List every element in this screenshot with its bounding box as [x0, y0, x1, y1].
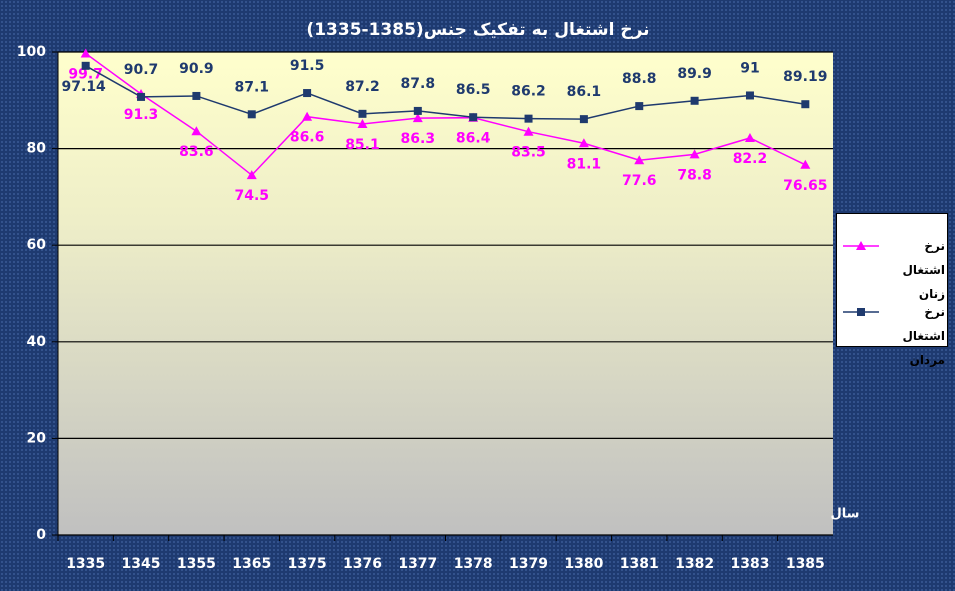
marker: [744, 132, 755, 142]
marker: [857, 308, 865, 316]
marker: [634, 155, 645, 165]
series-line: [85, 65, 806, 120]
data-label: 83.6: [179, 144, 214, 160]
marker: [856, 241, 866, 250]
x-tick-label: 1377: [398, 556, 437, 572]
x-tick-label: 1379: [509, 556, 548, 572]
marker: [358, 109, 367, 118]
data-label: 86.3: [401, 131, 436, 147]
legend: نرخ اشتغال زنان نرخ اشتغال مردان: [836, 213, 948, 367]
series-line: [85, 52, 806, 177]
data-label: 78.8: [677, 167, 712, 183]
data-label: 81.1: [567, 156, 602, 172]
data-label: 87.2: [345, 79, 380, 95]
y-tick-label: 0: [36, 527, 46, 543]
data-label: 86.5: [456, 82, 491, 98]
marker: [745, 91, 754, 100]
y-tick-label: 40: [27, 334, 47, 350]
data-label: 88.8: [622, 71, 657, 87]
data-label: 91.5: [290, 58, 325, 74]
marker: [192, 91, 201, 100]
legend-entry: نرخ اشتغال مردان: [841, 292, 945, 367]
data-label: 77.6: [622, 173, 657, 189]
data-label: 86.6: [290, 130, 325, 146]
x-tick-label: 1376: [343, 556, 382, 572]
y-tick-label: 60: [27, 237, 47, 253]
data-label: 89.19: [783, 69, 827, 85]
marker: [247, 110, 256, 119]
legend-swatch: [843, 308, 879, 316]
data-label: 89.9: [677, 66, 712, 82]
marker: [635, 102, 644, 111]
x-tick-label: 1335: [66, 556, 105, 572]
x-tick-label: 1385: [786, 556, 825, 572]
data-label: 85.1: [345, 137, 380, 153]
data-label: 82.2: [733, 151, 768, 167]
marker: [303, 89, 312, 98]
x-tick-label: 1365: [232, 556, 271, 572]
marker: [413, 106, 422, 115]
marker: [469, 113, 478, 122]
data-label: 76.65: [783, 178, 827, 194]
marker: [302, 111, 313, 121]
marker: [137, 92, 146, 101]
data-label: 91.3: [124, 107, 159, 123]
x-tick-label: 1380: [564, 556, 603, 572]
x-tick-label: 1345: [122, 556, 161, 572]
x-tick-label: 1383: [730, 556, 769, 572]
x-tick-label: 1382: [675, 556, 714, 572]
data-label: 86.4: [456, 131, 491, 147]
marker: [523, 126, 534, 136]
data-label: 90.9: [179, 61, 214, 77]
data-label: 97.14: [62, 79, 107, 95]
legend-entry: نرخ اشتغال زنان: [841, 226, 945, 301]
marker: [579, 115, 588, 124]
marker: [80, 48, 91, 58]
marker: [690, 96, 699, 105]
x-tick-label: 1355: [177, 556, 216, 572]
y-tick-label: 20: [27, 430, 47, 446]
x-tick-label: 1375: [288, 556, 327, 572]
marker: [412, 113, 423, 123]
x-tick-label: 1378: [454, 556, 493, 572]
legend-swatch: [843, 241, 879, 250]
marker: [524, 114, 533, 123]
chart-title: نرخ اشتغال به تفکیک جنس(1385-1335): [306, 20, 649, 40]
marker: [191, 126, 202, 136]
data-label: 86.1: [567, 84, 602, 100]
marker: [800, 159, 811, 169]
marker: [357, 118, 368, 128]
data-label: 86.2: [511, 84, 546, 100]
marker: [801, 100, 810, 109]
data-label: 87.1: [234, 79, 269, 95]
data-label: 74.5: [234, 188, 269, 204]
plot-area: [58, 52, 833, 535]
y-tick-label: 80: [27, 141, 47, 157]
data-label: 83.5: [511, 145, 546, 161]
x-axis-label: سال: [831, 507, 860, 522]
legend-label: نرخ اشتغال زنان: [902, 239, 945, 301]
y-tick-label: 100: [17, 44, 46, 60]
marker: [81, 61, 90, 70]
marker: [689, 149, 700, 159]
data-label: 87.8: [401, 76, 436, 92]
data-label: 90.7: [124, 62, 159, 78]
data-label: 91: [740, 60, 759, 76]
marker: [246, 170, 257, 180]
x-tick-label: 1381: [620, 556, 659, 572]
marker: [578, 138, 589, 148]
legend-label: نرخ اشتغال مردان: [902, 305, 945, 367]
